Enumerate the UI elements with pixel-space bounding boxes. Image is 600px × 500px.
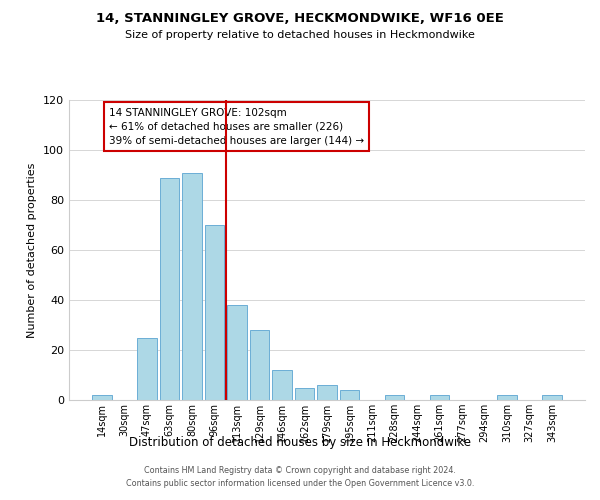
Bar	[205, 225, 224, 400]
Text: Distribution of detached houses by size in Heckmondwike: Distribution of detached houses by size …	[129, 436, 471, 449]
Bar	[272, 370, 292, 400]
Bar	[340, 390, 359, 400]
Bar	[160, 178, 179, 400]
Bar	[542, 395, 562, 400]
Bar	[295, 388, 314, 400]
Bar	[497, 395, 517, 400]
Bar	[92, 395, 112, 400]
Bar	[227, 305, 247, 400]
Bar	[317, 385, 337, 400]
Y-axis label: Number of detached properties: Number of detached properties	[28, 162, 37, 338]
Bar	[137, 338, 157, 400]
Bar	[182, 172, 202, 400]
Text: Contains HM Land Registry data © Crown copyright and database right 2024.
Contai: Contains HM Land Registry data © Crown c…	[126, 466, 474, 487]
Text: 14 STANNINGLEY GROVE: 102sqm
← 61% of detached houses are smaller (226)
39% of s: 14 STANNINGLEY GROVE: 102sqm ← 61% of de…	[109, 108, 364, 146]
Bar	[250, 330, 269, 400]
Text: Size of property relative to detached houses in Heckmondwike: Size of property relative to detached ho…	[125, 30, 475, 40]
Bar	[385, 395, 404, 400]
Bar	[430, 395, 449, 400]
Text: 14, STANNINGLEY GROVE, HECKMONDWIKE, WF16 0EE: 14, STANNINGLEY GROVE, HECKMONDWIKE, WF1…	[96, 12, 504, 26]
